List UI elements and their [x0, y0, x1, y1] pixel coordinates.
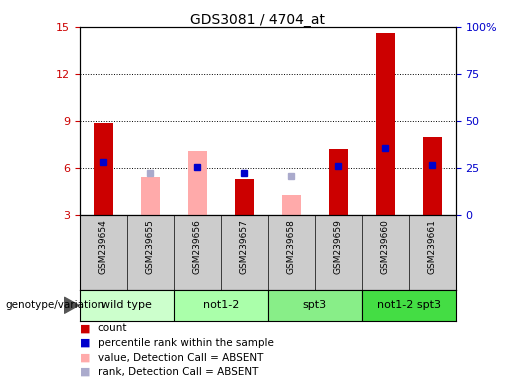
Bar	[376, 33, 394, 215]
Text: GSM239658: GSM239658	[287, 219, 296, 274]
Text: GSM239657: GSM239657	[240, 219, 249, 274]
Text: GSM239660: GSM239660	[381, 219, 390, 274]
Text: not1-2: not1-2	[202, 300, 239, 310]
Bar	[94, 123, 113, 215]
Bar	[282, 195, 301, 215]
Bar	[423, 137, 442, 215]
Text: count: count	[98, 323, 127, 333]
Text: ■: ■	[80, 323, 90, 333]
Text: GSM239655: GSM239655	[146, 219, 155, 274]
Bar	[329, 149, 348, 215]
Bar	[141, 177, 160, 215]
Bar	[268, 290, 362, 321]
Text: percentile rank within the sample: percentile rank within the sample	[98, 338, 274, 348]
Text: GSM239656: GSM239656	[193, 219, 202, 274]
Text: GSM239654: GSM239654	[99, 219, 108, 273]
Text: GDS3081 / 4704_at: GDS3081 / 4704_at	[190, 13, 325, 27]
Text: value, Detection Call = ABSENT: value, Detection Call = ABSENT	[98, 353, 263, 362]
Text: not1-2 spt3: not1-2 spt3	[377, 300, 441, 310]
Text: wild type: wild type	[101, 300, 152, 310]
Bar	[174, 290, 268, 321]
Bar	[362, 290, 456, 321]
Text: ■: ■	[80, 338, 90, 348]
Text: genotype/variation: genotype/variation	[5, 300, 104, 310]
Text: GSM239659: GSM239659	[334, 219, 343, 274]
Text: spt3: spt3	[303, 300, 327, 310]
Text: ■: ■	[80, 353, 90, 362]
Polygon shape	[64, 297, 79, 313]
Bar	[188, 151, 207, 215]
Text: rank, Detection Call = ABSENT: rank, Detection Call = ABSENT	[98, 367, 258, 377]
Bar	[80, 290, 174, 321]
Text: GSM239661: GSM239661	[428, 219, 437, 274]
Bar	[235, 179, 254, 215]
Text: ■: ■	[80, 367, 90, 377]
